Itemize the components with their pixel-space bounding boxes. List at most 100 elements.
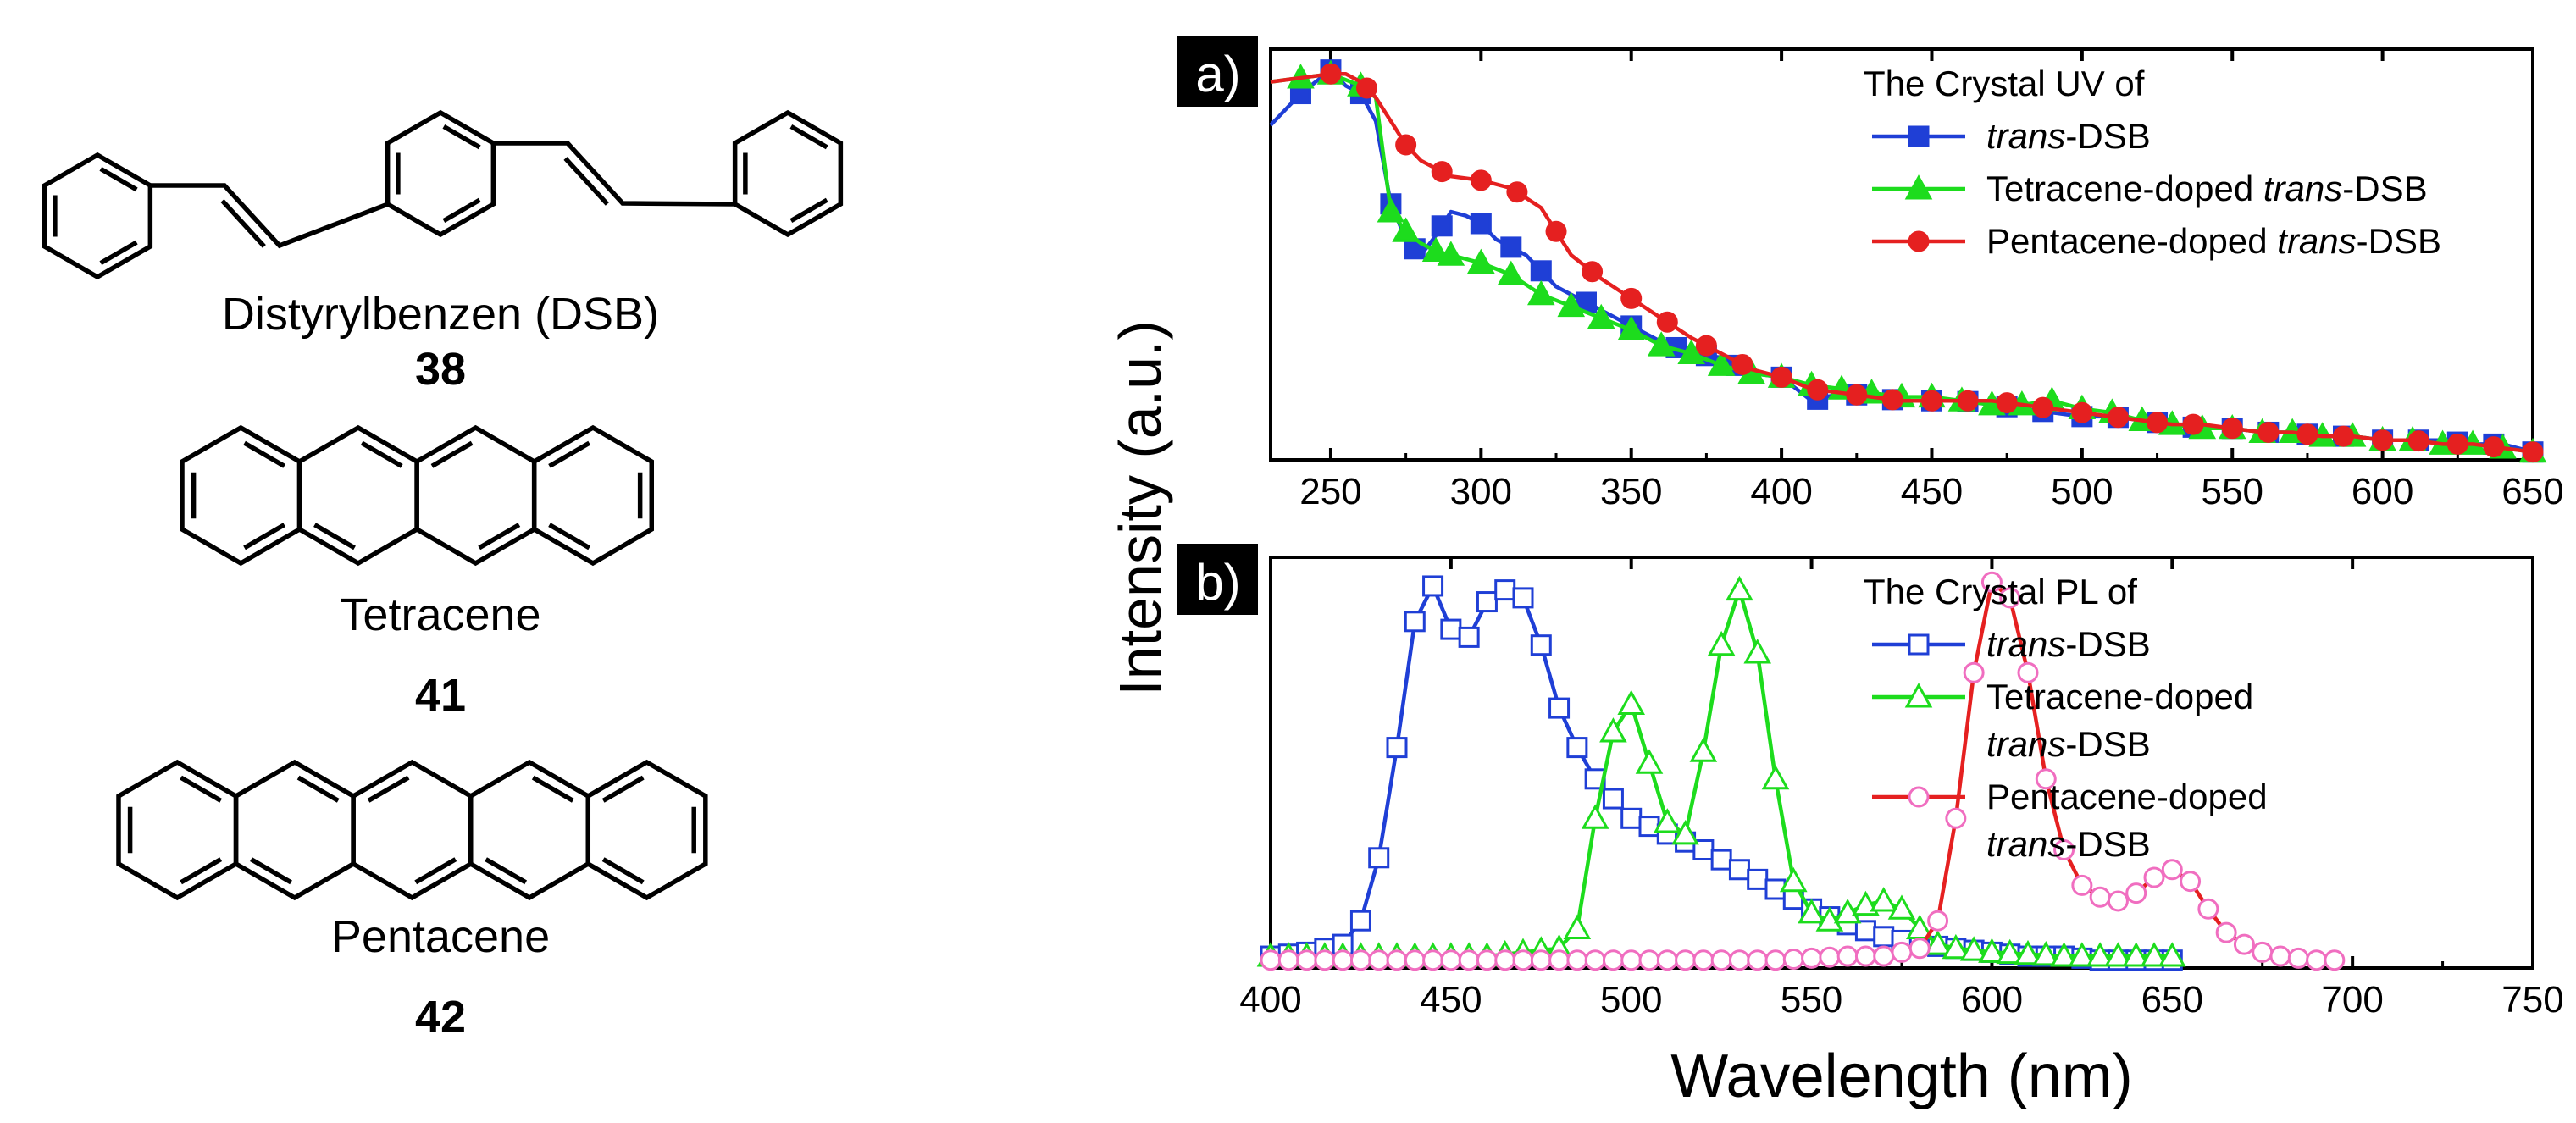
panel-b-series-0-point [1566, 737, 1588, 759]
legend-text: -DSB [2065, 624, 2150, 664]
panel-a-series-2-point [1996, 392, 2018, 414]
panel-b-series-2-point [1404, 949, 1426, 971]
panel-b-series-1-point [1924, 930, 1952, 955]
panel-a-frame [1269, 47, 2534, 462]
panel-b-series-2-point [1945, 807, 1967, 829]
panel-b-series-2-point [1422, 949, 1444, 971]
panel-b-label-box [1177, 544, 1258, 615]
panel-b-tick-label: 650 [2141, 979, 2203, 1021]
panel-a-series-1-point [1497, 260, 1526, 285]
panel-b-series-2-point [1332, 949, 1354, 971]
panel-b-series-2-point [2035, 768, 2057, 790]
dsb-ring-2-double-bond [442, 197, 481, 224]
dsb-ring-3 [732, 109, 844, 238]
panel-a-legend-marker-2 [1908, 230, 1930, 252]
panel-b-series-1-point [1599, 717, 1627, 743]
panel-b-series-1-point [1996, 938, 2025, 965]
dsb-ring-3-double-bond [789, 197, 828, 224]
panel-b-series-2-point [1512, 949, 1534, 971]
panel-b-series-2-point [1782, 949, 1804, 971]
panel-a-tick-label: 550 [2202, 471, 2263, 512]
panel-a-series-2-point [1320, 63, 1342, 85]
tetracene-ring-2-double-bond [313, 523, 356, 550]
panel-b-series-1-point [1635, 749, 1664, 774]
panel-b-series-0-point [1368, 847, 1390, 869]
panel-b-series-2-point [1692, 949, 1715, 971]
panel-b-series-1-point [1761, 764, 1790, 790]
panel-b-series-0-point [1404, 611, 1426, 633]
panel-b-series-2-point [1747, 949, 1769, 971]
panel-b-series-2-point [1494, 949, 1516, 971]
legend-text-italic: trans [1986, 116, 2065, 156]
panel-a-series-1-point [1392, 217, 1420, 242]
panel-b-series-0-point [1530, 634, 1552, 656]
panel-a-series-1-point [1617, 315, 1646, 341]
panel-b-tick-label: 750 [2501, 979, 2563, 1021]
legend-text-italic: trans [2277, 221, 2356, 261]
panel-a-series-1-point [1421, 236, 1450, 263]
panel-a-series-2-point [1356, 77, 1378, 99]
dsb-ring-1-double-bond [99, 240, 138, 266]
panel-b-series-1-point [2158, 942, 2186, 967]
panel-b-series-2-point [2053, 839, 2075, 860]
panel-b-series-1-point [1671, 820, 1699, 845]
panel-b-series-2-point [1873, 945, 1895, 967]
pentacene-number: 42 [414, 992, 467, 1043]
tetracene-ring-1-double-bond [243, 523, 286, 550]
panel-b-series-2-point [1891, 941, 1913, 963]
panel-b-series-2-point [1530, 949, 1552, 971]
dsb-vinyl-left [150, 183, 389, 249]
panel-b-series-2-point [1764, 949, 1787, 971]
panel-b-series-1-point [2031, 941, 2060, 966]
panel-b-series-1-point [1798, 899, 1825, 924]
panel-b-series-2-point [1440, 949, 1462, 971]
panel-b-series-1-point [2014, 939, 2042, 965]
panel-b-series-2-point [2125, 882, 2147, 904]
pentacene-ring-1-double-bond [180, 775, 223, 803]
panel-b-series-1-point [2050, 942, 2078, 967]
panel-a-tick-label: 250 [1299, 471, 1361, 512]
panel-a-legend-marker-0 [1908, 125, 1930, 147]
panel-a-series-2-point [2107, 407, 2129, 429]
panel-a-series-0-point [1530, 260, 1552, 282]
panel-b-series-2-point [2269, 945, 2291, 967]
panel-b-series-2-point [1548, 949, 1571, 971]
panel-a-series-0-point [1431, 215, 1453, 237]
panel-b-series-2-point [1314, 949, 1336, 971]
legend-text-italic: trans [2263, 169, 2342, 208]
panel-a-series-1-point [1437, 241, 1465, 266]
dsb-ring-1-double-bond [99, 166, 138, 192]
panel-b-series-2-point [1710, 949, 1732, 971]
panel-b-series-2-point [2197, 898, 2219, 920]
panel-a-tick-label: 650 [2501, 471, 2563, 512]
panel-b-series-1-point [1653, 808, 1681, 833]
panel-b-series-1-point [1563, 914, 1592, 939]
tetracene-structure [180, 424, 655, 567]
panel-b-series-2-point [1980, 571, 2003, 593]
panel-a-series-1-point [1677, 339, 1705, 364]
panel-b-series-2-point [1277, 949, 1299, 971]
panel-a-series-2-point [2407, 430, 2429, 452]
panel-b-series-2-point [1854, 945, 1876, 967]
panel-b-series-2-point [1728, 949, 1750, 971]
panel-b-series-2-point [2143, 866, 2165, 888]
panel-a-series-2-point [1957, 390, 1979, 412]
panel-b-series-2-point [1836, 945, 1859, 967]
panel-b-series-2-point [1620, 949, 1643, 971]
panel-a-series-2-point [1656, 311, 1678, 333]
panel-b-series-1-point [2086, 942, 2114, 967]
dsb-number: 38 [414, 344, 467, 395]
panel-a-uv: 250 300 350 400 450 500 550 600 650 a) The Crystal… [1177, 36, 2564, 512]
panel-a-series-1-point [1557, 291, 1586, 318]
panel-a-series-1-point [1526, 279, 1555, 306]
y-axis-label: Intensity (a.u.) [1107, 320, 1173, 696]
panel-b-series-0-point [1422, 575, 1444, 597]
legend-text: -DSB [2065, 116, 2150, 156]
panel-a-legend-label-2: Pentacene-doped trans-DSB [1986, 221, 2441, 261]
tetracene-name: Tetracene [340, 589, 541, 640]
panel-a-series-2-point [1807, 379, 1829, 401]
panel-b-series-2-point [1349, 949, 1371, 971]
panel-b-series-2-point [2324, 949, 2346, 971]
panel-b-series-2-point [2071, 874, 2093, 896]
panel-b-series-2-point [1963, 661, 1985, 683]
